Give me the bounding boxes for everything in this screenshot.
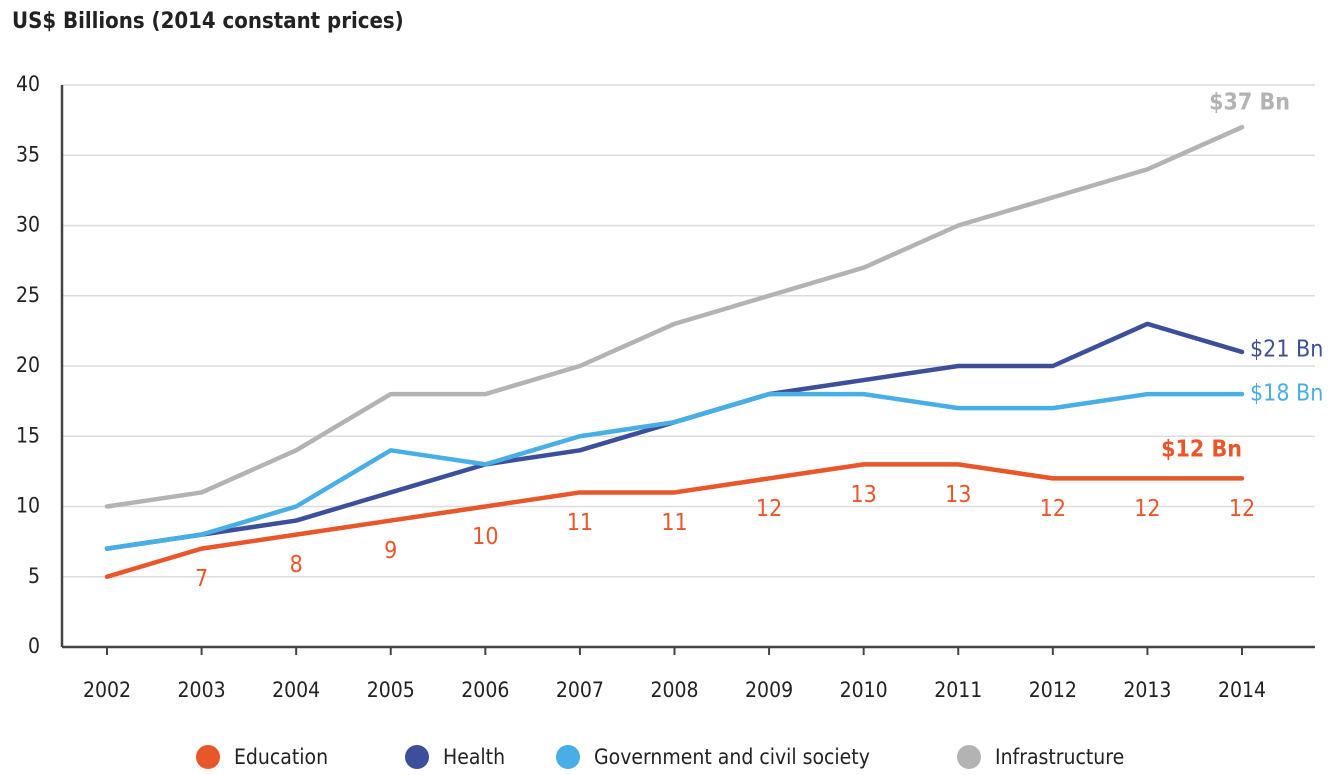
chart-title: US$ Billions (2014 constant prices) <box>12 9 404 34</box>
x-tick-label: 2007 <box>556 678 604 702</box>
data-label: 12 <box>1040 496 1066 522</box>
x-tick-label: 2006 <box>461 678 509 702</box>
x-tick-label: 2010 <box>840 678 888 702</box>
data-label: 9 <box>384 538 397 564</box>
data-label: 13 <box>945 482 971 508</box>
legend-label: Education <box>234 745 328 769</box>
y-tick-label: 30 <box>16 213 40 237</box>
x-tick-label: 2009 <box>745 678 793 702</box>
data-label: 12 <box>756 496 782 522</box>
data-label: 10 <box>472 524 498 550</box>
y-tick-label: 35 <box>16 142 40 166</box>
y-tick-label: 25 <box>16 283 40 307</box>
data-label: 11 <box>567 510 593 536</box>
data-label: 13 <box>851 482 877 508</box>
x-tick-label: 2003 <box>178 678 226 702</box>
y-tick-label: 0 <box>28 634 40 658</box>
x-tick-label: 2002 <box>83 678 131 702</box>
series-line <box>104 391 1245 551</box>
x-tick-label: 2005 <box>367 678 415 702</box>
end-label: $18 Bn <box>1250 381 1323 407</box>
data-label: 11 <box>661 510 687 536</box>
legend-swatch <box>957 745 981 769</box>
x-tick-label: 2004 <box>272 678 320 702</box>
y-tick-label: 15 <box>16 423 40 447</box>
data-label: 7 <box>195 566 208 592</box>
y-tick-label: 5 <box>28 564 40 588</box>
x-tick-label: 2011 <box>934 678 982 702</box>
x-tick-label: 2014 <box>1218 678 1266 702</box>
series-line <box>104 462 1245 579</box>
end-label: $37 Bn <box>1209 90 1290 116</box>
legend-label: Health <box>443 745 505 769</box>
y-tick-label: 20 <box>16 353 40 377</box>
end-label: $21 Bn <box>1250 337 1323 363</box>
series-line <box>104 124 1245 509</box>
legend-swatch <box>556 745 580 769</box>
legend-swatch <box>405 745 429 769</box>
y-tick-label: 40 <box>16 72 40 96</box>
data-label: 12 <box>1134 496 1160 522</box>
legend-label: Infrastructure <box>995 745 1124 769</box>
end-label: $12 Bn <box>1161 437 1242 463</box>
data-label: 12 <box>1229 496 1255 522</box>
x-tick-label: 2012 <box>1029 678 1077 702</box>
y-tick-label: 10 <box>16 494 40 518</box>
x-tick-label: 2008 <box>650 678 698 702</box>
legend-swatch <box>196 745 220 769</box>
data-label: 8 <box>290 552 303 578</box>
legend-label: Government and civil society <box>594 745 870 769</box>
x-tick-label: 2013 <box>1123 678 1171 702</box>
